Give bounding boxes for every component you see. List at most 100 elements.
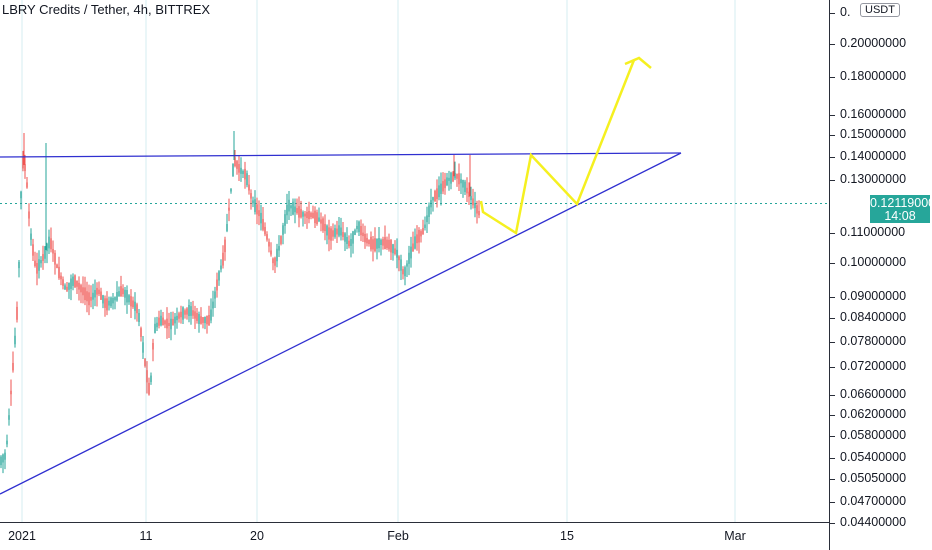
candle-body <box>204 316 206 324</box>
candle-body <box>288 199 290 212</box>
candle-body <box>456 173 458 179</box>
candle-body <box>422 228 424 235</box>
candle-body <box>84 287 86 301</box>
candle-body <box>452 172 454 182</box>
candle-body <box>390 240 392 253</box>
candle-body <box>6 440 8 445</box>
candle-body <box>124 289 126 298</box>
candle-body <box>382 239 384 246</box>
candle-body <box>412 243 414 252</box>
candle-body <box>460 179 462 184</box>
candle-body <box>194 311 196 319</box>
candle-body <box>174 316 176 324</box>
candle-body <box>432 197 434 201</box>
candle-body <box>60 275 62 280</box>
candle-body <box>70 278 72 289</box>
candle-body <box>320 219 322 224</box>
candle-body <box>472 198 474 206</box>
candle-body <box>308 210 310 220</box>
candle-body <box>16 306 18 320</box>
candle-body <box>330 228 332 241</box>
candle-body <box>410 246 412 259</box>
candle-body <box>458 173 460 185</box>
time-tick: Mar <box>724 529 746 543</box>
chart-area[interactable]: LBRY Credits / Tether, 4h, BITTREX <box>0 0 829 522</box>
candle-body <box>122 288 124 295</box>
candle-body <box>224 239 226 253</box>
price-tick: 0.04700000 <box>829 494 907 509</box>
candle-body <box>18 261 20 269</box>
candle-body <box>36 263 38 274</box>
time-tick: 11 <box>139 529 153 543</box>
candle-body <box>50 238 52 250</box>
price-axis[interactable]: 0. USDT 0.20000000 0.18000000 0.16000000 0.… <box>829 0 932 550</box>
candle-body <box>110 297 112 307</box>
candle-body <box>300 208 302 218</box>
candle-body <box>464 181 466 193</box>
candle-body <box>344 233 346 242</box>
candle-body <box>278 246 280 251</box>
candle-body <box>184 310 186 315</box>
candle-body <box>450 172 452 184</box>
candle-body <box>166 318 168 329</box>
candle-body <box>366 237 368 244</box>
candle-body <box>428 205 430 217</box>
candle-body <box>372 239 374 250</box>
candle-body <box>258 210 260 217</box>
support-trendline <box>0 152 682 495</box>
candle-body <box>4 452 6 460</box>
candle-body <box>276 248 278 262</box>
candle-body <box>100 291 102 300</box>
candle-body <box>86 291 88 302</box>
resistance-trendline <box>0 152 682 158</box>
candle-body <box>316 212 318 224</box>
candle-body <box>180 311 182 318</box>
candle-body <box>244 168 246 180</box>
time-axis[interactable]: 2021 11 20 Feb 15 Mar <box>0 522 829 550</box>
candle-body <box>218 271 220 281</box>
candle-body <box>378 238 380 249</box>
candle-body <box>438 185 440 198</box>
candle-body <box>216 279 218 291</box>
candle-body <box>140 328 142 337</box>
candle-body <box>214 291 216 299</box>
candle-body <box>158 317 160 326</box>
price-tick: 0.18000000 <box>829 69 907 84</box>
candle-body <box>66 286 68 291</box>
candle-body <box>232 163 234 177</box>
candle-body <box>46 243 48 252</box>
candle-body <box>424 224 426 228</box>
time-tick: Feb <box>387 529 409 543</box>
candle-body <box>294 206 296 213</box>
candle-body <box>130 296 132 307</box>
candle-body <box>150 375 152 382</box>
time-tick: 2021 <box>8 529 36 543</box>
currency-selector[interactable]: USDT <box>860 3 900 17</box>
candle-body <box>108 300 110 306</box>
projection-arrowhead <box>624 56 652 69</box>
candle-body <box>338 225 340 236</box>
candle-body <box>256 204 258 215</box>
candle-body <box>370 236 372 250</box>
time-tick: 15 <box>560 529 574 543</box>
candle-body <box>210 309 212 321</box>
candle-body <box>286 204 288 216</box>
candle-body <box>268 241 270 247</box>
candlestick-chart[interactable] <box>0 0 829 522</box>
candle-body <box>98 289 100 295</box>
candle-body <box>44 246 46 259</box>
candle-body <box>212 301 214 309</box>
candle-body <box>182 307 184 320</box>
candle-body <box>266 234 268 240</box>
candle-body <box>26 182 28 188</box>
candle-body <box>64 285 66 290</box>
candle-body <box>454 172 456 179</box>
candle-body <box>116 291 118 301</box>
candle-body <box>190 306 192 316</box>
candle-body <box>374 238 376 252</box>
candle-body <box>414 236 416 249</box>
candle-body <box>8 415 10 420</box>
bar-countdown: 14:08 <box>870 209 930 223</box>
candle-body <box>312 212 314 219</box>
candle-body <box>290 205 292 209</box>
